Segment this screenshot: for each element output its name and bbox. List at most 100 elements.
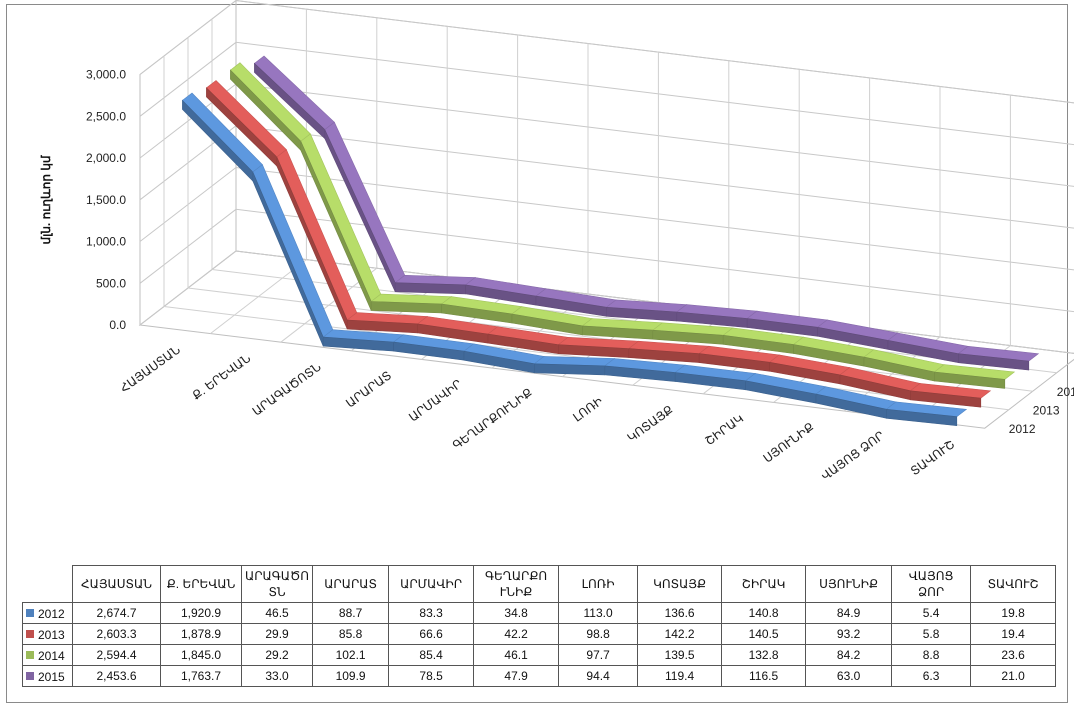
series-ribbon-2012 [181, 92, 968, 427]
x-tick-label: ԳԵՂԱՐՔՈՒՆԻՔ [450, 385, 535, 452]
table-cell: 63.0 [805, 665, 893, 687]
ribbon-front [886, 408, 958, 427]
table-cell: 23.6 [970, 644, 1057, 666]
x-tick-label: ՍՅՈՒՆԻՔ [761, 420, 817, 466]
table-cell: 98.8 [558, 623, 639, 645]
depth-axis-ticks: 2012201320142015 [1009, 385, 1074, 436]
table-cell: 85.8 [312, 623, 390, 645]
table-cell: 46.5 [240, 602, 314, 624]
y-axis-label: մլն. ուղևոր կմ [39, 154, 53, 244]
table-cell: 1,763.7 [160, 665, 242, 687]
table-cell: 93.2 [805, 623, 893, 645]
legend-swatch [26, 651, 34, 660]
table-cell: 78.5 [388, 665, 475, 687]
ribbon-front [252, 171, 324, 347]
table-cell: 8.8 [891, 644, 972, 666]
x-tick-label: ՇԻՐԱԿ [703, 411, 747, 448]
table-cell: 113.0 [558, 602, 639, 624]
table-cell: 19.4 [970, 623, 1057, 645]
ribbon-front [934, 371, 1006, 389]
x-tick-label: Ք. ԵՐԵՎԱՆ [190, 351, 254, 403]
x-tick-label: ՎԱՅՈՑ ՁՈՐ [819, 428, 887, 483]
table-column-header: ԿՈՏԱՅՔ [637, 565, 723, 603]
x-tick-label: ԼՈՌԻ [570, 394, 605, 425]
table-body: 2012 2,674.7 1,920.9 46.5 88.7 83.3 34.8 113.0 1… [22, 602, 1057, 687]
ribbon-front [534, 363, 606, 376]
table-cell: 2,603.3 [72, 623, 161, 645]
x-tick-label: ԱՐՄԱՎԻՐ [406, 377, 464, 425]
table-cell: 94.4 [558, 665, 639, 687]
table-column-header: ԼՈՌԻ [558, 565, 639, 603]
legend-swatch [26, 630, 34, 639]
x-tick-label: ԱՐԱՐԱՏ [343, 368, 394, 410]
table-cell: 2,453.6 [72, 665, 161, 687]
table-cell: 142.2 [637, 623, 723, 645]
table-cell: 139.5 [637, 644, 723, 666]
ribbon-front [394, 282, 466, 295]
series-ribbon-2014 [229, 62, 1016, 389]
y-tick-label: 1,000.0 [86, 235, 126, 249]
table-cell: 119.4 [637, 665, 723, 687]
table-column-header: ԱՐՄԱՎԻՐ [388, 565, 475, 603]
series-ribbons [181, 55, 1040, 427]
table-row: 2013 2,603.3 1,878.9 29.9 85.8 66.6 42.2 98.8 14… [22, 623, 1057, 645]
table-cell: 88.7 [312, 602, 390, 624]
y-tick-label: 500.0 [96, 276, 126, 290]
table-column-header: ՀԱՅԱՍՏԱՆ [72, 565, 161, 603]
table-cell: 34.8 [473, 602, 560, 624]
series-depth-label: 2013 [1033, 403, 1060, 417]
table-cell: 140.5 [721, 623, 807, 645]
y-tick-label: 0.0 [109, 318, 126, 332]
legend-label: 2012 [38, 606, 65, 621]
table-column-header: ԳԵՂԱՐՔՈ ՒՆԻՔ [473, 565, 560, 603]
table-column-header: ՇԻՐԱԿ [721, 565, 807, 603]
table-cell: 46.1 [473, 644, 560, 666]
table-column-header: Ք. ԵՐԵՎԱՆ [160, 565, 242, 603]
series-ribbon-2013 [205, 80, 992, 408]
table-cell: 47.9 [473, 665, 560, 687]
series-depth-label: 2012 [1009, 422, 1036, 436]
legend-entry: 2015 [22, 665, 73, 687]
table-column-header: ԱՐԱՐԱՏ [312, 565, 390, 603]
table-cell: 109.9 [312, 665, 390, 687]
table-cell: 102.1 [312, 644, 390, 666]
table-cell: 42.2 [473, 623, 560, 645]
y-tick-label: 2,000.0 [86, 151, 126, 165]
series-ribbon-2015 [253, 55, 1040, 371]
table-cell: 85.4 [388, 644, 475, 666]
y-tick-label: 3,000.0 [86, 68, 126, 82]
table-cell: 29.9 [240, 623, 314, 645]
legend-label: 2014 [38, 648, 65, 663]
table-cell: 1,878.9 [160, 623, 242, 645]
legend-swatch [26, 609, 34, 618]
table-cell: 83.3 [388, 602, 475, 624]
table-cell: 136.6 [637, 602, 723, 624]
data-table: ՀԱՅԱՍՏԱՆ Ք. ԵՐԵՎԱՆ ԱՐԱԳԱԾՈ ՏՆ ԱՐԱՐԱՏ ԱՐՄԱՎԻՐ… [22, 565, 1057, 687]
table-column-header: ՏԱՎՈՒՇ [970, 565, 1057, 603]
x-tick-label: ՏԱՎՈՒՇ [908, 437, 958, 478]
legend-entry: 2012 [22, 602, 73, 624]
table-cell: 2,674.7 [72, 602, 161, 624]
table-cell: 97.7 [558, 644, 639, 666]
table-column-header: ԱՐԱԳԱԾՈ ՏՆ [240, 565, 314, 603]
legend-swatch [26, 672, 34, 681]
table-cell: 1,845.0 [160, 644, 242, 666]
table-cell: 21.0 [970, 665, 1057, 687]
table-cell: 116.5 [721, 665, 807, 687]
table-cell: 5.8 [891, 623, 972, 645]
x-tick-label: ՀԱՅԱՍՏԱՆ [117, 342, 183, 395]
table-column-header: ՍՅՈՒՆԻՔ [805, 565, 893, 603]
y-tick-label: 1,500.0 [86, 193, 126, 207]
ribbon-front [958, 353, 1030, 371]
table-cell: 29.2 [240, 644, 314, 666]
table-cell: 84.2 [805, 644, 893, 666]
table-cell: 84.9 [805, 602, 893, 624]
x-tick-label: ԱՐԱԳԱԾՈՏՆ [250, 359, 324, 418]
table-row: 2015 2,453.6 1,763.7 33.0 109.9 78.5 47.9 94.4 1… [22, 665, 1057, 687]
ribbon-front [910, 390, 982, 408]
legend-entry: 2013 [22, 623, 73, 645]
table-cell: 5.4 [891, 602, 972, 624]
value-gridline [139, 0, 1074, 104]
table-cell: 1,920.9 [160, 602, 242, 624]
line-chart-3d: 0.0 500.0 1,000.0 1,500.0 2,000.0 2,500.0 3,00… [39, 0, 1074, 483]
